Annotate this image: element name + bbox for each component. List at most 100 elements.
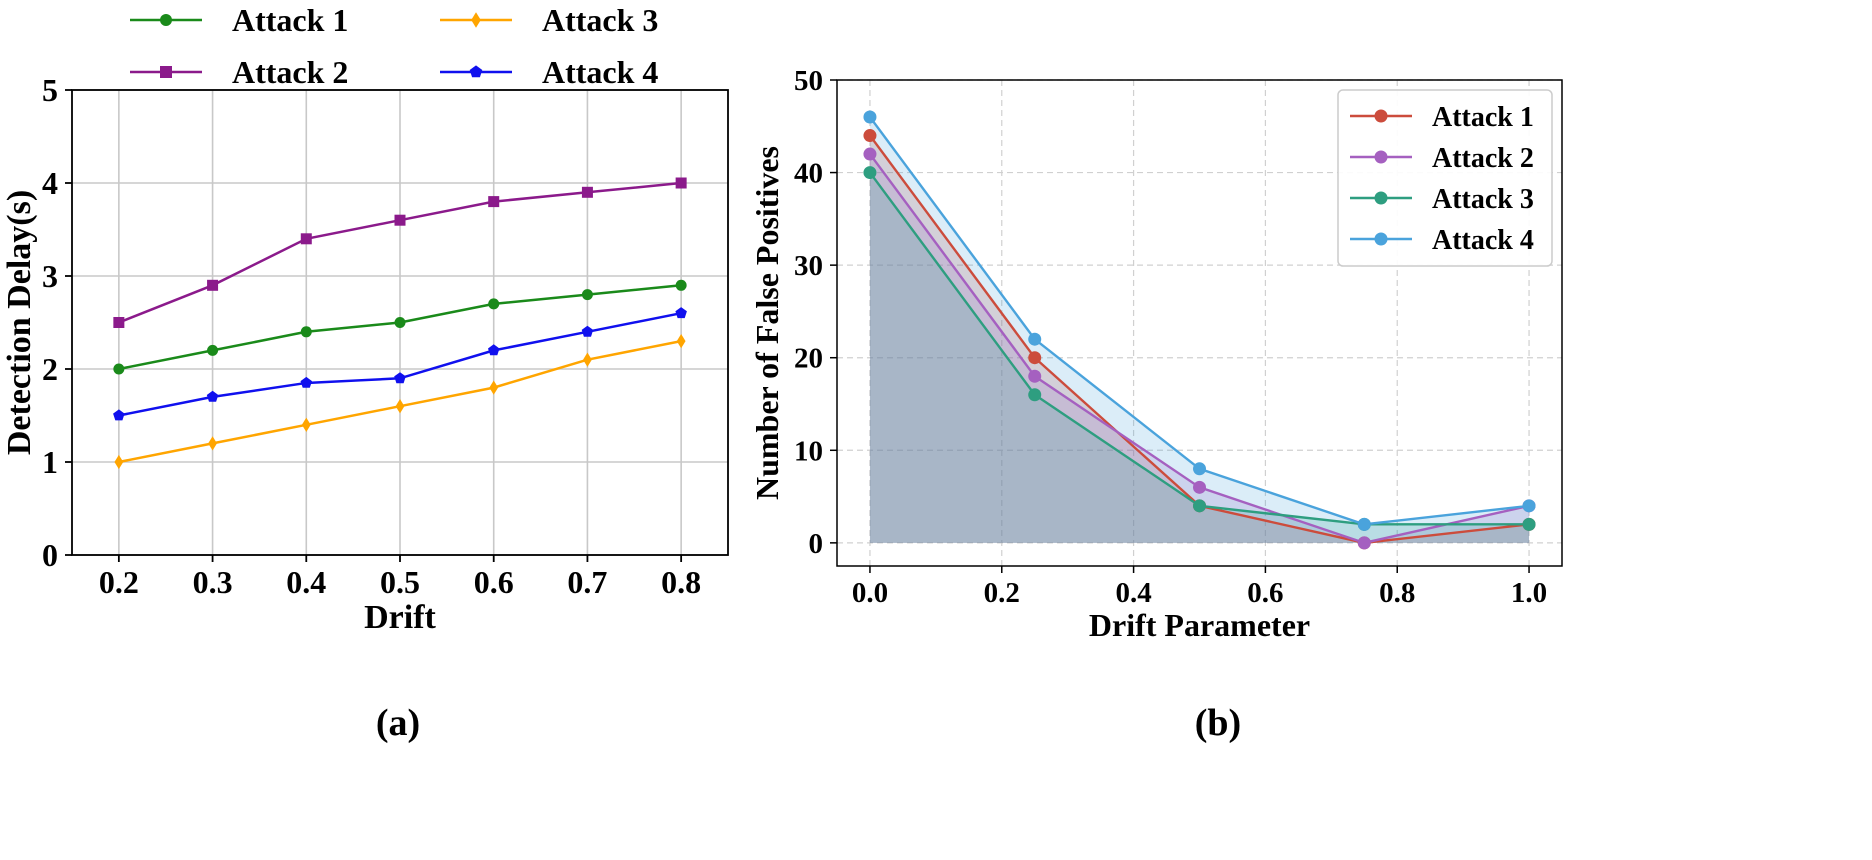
a-series-1-point-4 — [488, 298, 500, 310]
a-series-4-point-3 — [394, 372, 406, 384]
a-xtick-label-1: 0.3 — [193, 564, 233, 600]
b-series-1-point-0 — [863, 129, 877, 143]
a-series-3-point-3 — [395, 399, 405, 414]
a-series-2-point-5 — [581, 186, 593, 198]
b-legend-marker-2 — [1374, 150, 1388, 164]
a-series-2-point-4 — [488, 196, 500, 208]
b-ytick-label-3: 30 — [794, 250, 823, 282]
a-series-3-point-6 — [676, 333, 686, 349]
a-xtick-label-0: 0.2 — [99, 564, 139, 600]
b-xlabel: Drift Parameter — [1089, 607, 1310, 643]
a-series-3-point-4 — [489, 380, 499, 395]
a-ytick-label-1: 1 — [42, 444, 58, 480]
a-legend-marker-2 — [160, 66, 172, 78]
a-series-2-point-6 — [675, 177, 687, 189]
a-series-1-point-1 — [207, 344, 219, 356]
b-legend-marker-1 — [1374, 109, 1388, 123]
b-xtick-label-1: 0.2 — [984, 577, 1020, 609]
a-legend-label-2: Attack 2 — [232, 54, 348, 90]
b-xtick-label-0: 0.0 — [852, 577, 888, 609]
a-series-3-point-0 — [114, 454, 124, 470]
b-series-4-point-3 — [1357, 517, 1371, 531]
a-series-4-point-1 — [206, 390, 219, 402]
b-series-3-point-2 — [1193, 499, 1206, 513]
b-ylabel: Number of False Positives — [749, 146, 785, 500]
b-series-area-4 — [869, 117, 1530, 543]
a-ytick-label-5: 5 — [42, 72, 58, 108]
a-legend-label-1: Attack 1 — [232, 2, 348, 38]
a-xtick-label-5: 0.7 — [567, 564, 607, 600]
b-series-3-point-1 — [1028, 388, 1042, 402]
b-ytick-label-0: 0 — [809, 528, 824, 560]
b-xtick-label-5: 1.0 — [1511, 577, 1547, 609]
a-series-4-point-4 — [488, 344, 500, 356]
a-caption: (a) — [376, 702, 420, 744]
a-series-4-point-5 — [581, 325, 594, 337]
b-series-4-point-0 — [863, 110, 877, 124]
b-caption: (b) — [1195, 702, 1241, 744]
a-series-4-point-0 — [113, 409, 125, 421]
b-series-2-point-3 — [1357, 536, 1371, 550]
a-legend: Attack 1 Attack 2 Attack 3 Attack 4 — [130, 2, 658, 90]
b-ytick-label-5: 50 — [794, 65, 823, 97]
a-series-4-point-6 — [675, 307, 687, 319]
b-legend-label-1: Attack 1 — [1432, 102, 1534, 133]
b-xtick-label-3: 0.6 — [1247, 577, 1283, 609]
b-legend-marker-4 — [1374, 232, 1388, 246]
a-series-3-point-1 — [208, 436, 217, 451]
a-legend-marker-1 — [160, 14, 172, 26]
b-legend: Attack 1 Attack 2 Attack 3 Attack 4 — [1337, 89, 1553, 267]
a-series-2-point-1 — [207, 279, 219, 291]
b-series-2-point-2 — [1193, 480, 1206, 494]
b-xtick-label-2: 0.4 — [1115, 577, 1151, 609]
a-series-3-point-2 — [301, 417, 311, 432]
chart-a: 0.2 0.3 0.4 0.5 0.6 0.7 0.8 0 1 2 3 4 5 Drift Detectio… — [1, 2, 729, 744]
b-xtick-label-4: 0.8 — [1379, 577, 1415, 609]
a-series-2-point-3 — [394, 214, 406, 226]
a-ytick-label-3: 3 — [42, 258, 58, 294]
b-series-1-point-1 — [1028, 351, 1042, 365]
b-series-2-point-0 — [863, 147, 877, 161]
b-series-4-point-2 — [1193, 462, 1206, 476]
a-xtick-label-4: 0.6 — [474, 564, 514, 600]
a-ytick-label-2: 2 — [42, 351, 58, 387]
a-series-1-point-5 — [581, 289, 593, 301]
b-legend-label-3: Attack 3 — [1432, 184, 1534, 215]
a-xlabel: Drift — [364, 599, 436, 636]
b-plot-frame — [836, 79, 1563, 567]
b-legend-label-2: Attack 2 — [1432, 143, 1534, 174]
a-series-1-point-0 — [113, 363, 125, 375]
b-series-4-point-1 — [1028, 332, 1042, 346]
b-series-3-point-0 — [863, 166, 877, 180]
a-xtick-label-2: 0.4 — [286, 564, 326, 600]
b-legend-label-4: Attack 4 — [1432, 225, 1534, 256]
b-legend-marker-3 — [1374, 191, 1388, 205]
a-legend-marker-4 — [469, 65, 483, 78]
a-xtick-label-3: 0.5 — [380, 564, 420, 600]
a-legend-label-3: Attack 3 — [542, 2, 658, 38]
a-series-3-point-5 — [583, 352, 592, 367]
b-series-3-point-4 — [1522, 517, 1536, 531]
a-ylabel: Detection Delay(s) — [1, 190, 38, 455]
b-ytick-label-2: 20 — [794, 343, 823, 375]
a-legend-marker-3 — [471, 12, 481, 28]
a-series-1-point-6 — [675, 279, 687, 291]
b-ytick-label-4: 40 — [794, 158, 823, 190]
a-series-2-point-0 — [113, 317, 125, 328]
b-ytick-label-1: 10 — [794, 435, 823, 467]
a-series-1-point-3 — [394, 317, 406, 328]
b-series-area-1 — [869, 135, 1530, 543]
a-xtick-label-6: 0.8 — [661, 564, 701, 600]
b-legend-box — [1337, 89, 1553, 267]
chart-b: 0.0 0.2 0.4 0.6 0.8 1.0 0 10 20 30 40 50 Drift Param… — [749, 65, 1563, 744]
a-series-4-point-2 — [300, 376, 312, 388]
b-series-area-3 — [869, 172, 1530, 543]
b-series-4-point-4 — [1522, 499, 1536, 513]
a-legend-label-4: Attack 4 — [542, 54, 658, 90]
b-series-2-point-1 — [1028, 369, 1042, 383]
a-ytick-label-0: 0 — [42, 537, 58, 573]
a-ytick-label-4: 4 — [42, 165, 58, 201]
b-series-area-2 — [869, 154, 1530, 543]
a-series-2-point-2 — [300, 233, 312, 245]
